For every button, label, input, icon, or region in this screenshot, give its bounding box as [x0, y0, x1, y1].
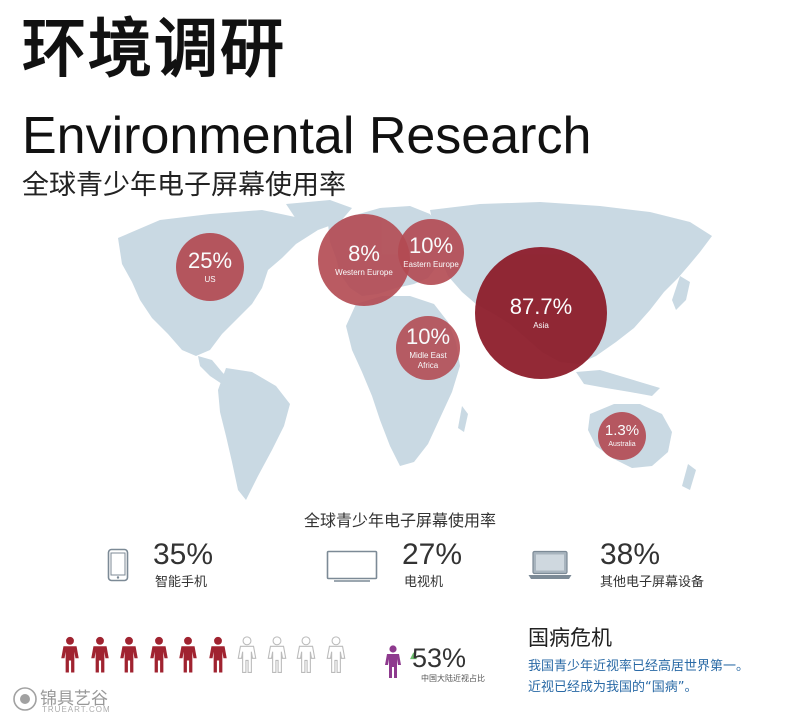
watermark-text: 锦具艺谷	[40, 689, 108, 709]
crisis-line-2: 近视已经成为我国的“国病”。	[528, 680, 698, 695]
myopia-pct: 53%	[412, 643, 467, 673]
bubble-mea-pct: 10%	[405, 324, 451, 350]
bubble-western-europe-label: Western Europe	[335, 267, 393, 277]
crisis-title: 国病危机	[528, 626, 612, 650]
purple-person-icon	[382, 645, 404, 683]
person-outline-icon	[294, 635, 318, 679]
bubble-asia-label: Asia	[533, 320, 549, 330]
person-outline-icon	[265, 635, 289, 679]
bubble-asia: 87.7% Asia	[475, 247, 607, 379]
tv-pct: 27%	[402, 538, 463, 571]
laptop-label: 其他电子屏幕设备	[600, 575, 705, 590]
page-title-en: Environmental Research	[22, 107, 592, 165]
bubble-western-europe-pct: 8%	[348, 240, 380, 266]
crisis-line-1: 我国青少年近视率已经高居世界第一。	[528, 659, 750, 674]
bubble-australia: 1.3% Australia	[598, 412, 646, 460]
bubble-us-pct: 25%	[187, 247, 233, 273]
stats-heading: 全球青少年电子屏幕使用率	[303, 511, 496, 530]
bubble-eastern-europe: 10% Eastern Europe	[398, 219, 464, 285]
person-filled-icon	[117, 635, 141, 679]
bubble-western-europe: 8% Western Europe	[318, 214, 410, 306]
stat-laptop: 38% 其他电子屏幕设备	[528, 538, 748, 590]
bubble-mea-label: Midle East Africa	[409, 351, 447, 370]
laptop-icon	[528, 550, 572, 584]
bubble-us-label: US	[204, 274, 216, 284]
watermark-logo-icon	[12, 686, 38, 716]
tv-label: 电视机	[404, 575, 444, 590]
person-filled-icon	[147, 635, 171, 679]
stat-tv: 27% 电视机	[326, 538, 506, 590]
watermark: 锦具艺谷 TRUEART.COM	[8, 680, 138, 720]
person-outline-icon	[324, 635, 348, 679]
page-title-cn: 环境调研	[22, 13, 286, 87]
bubble-us: 25% US	[176, 233, 244, 301]
bubble-australia-pct: 1.3%	[604, 421, 640, 439]
stat-smartphone: 35% 智能手机	[107, 538, 287, 590]
tv-icon	[326, 550, 378, 588]
smartphone-pct: 35%	[153, 538, 214, 571]
laptop-pct: 38%	[600, 538, 661, 571]
person-outline-icon	[235, 635, 259, 679]
increase-arrow-icon: ▲	[410, 651, 417, 661]
bubble-australia-label: Australia	[608, 440, 636, 448]
person-filled-icon	[58, 635, 82, 679]
bubble-asia-pct: 87.7%	[509, 293, 573, 319]
smartphone-label: 智能手机	[155, 575, 208, 590]
myopia-label: 中国大陆近视占比	[421, 674, 485, 683]
watermark-sub: TRUEART.COM	[42, 705, 111, 714]
page-subtitle: 全球青少年电子屏幕使用率	[22, 170, 346, 201]
person-filled-icon	[206, 635, 230, 679]
bubble-eastern-europe-pct: 10%	[408, 232, 454, 258]
person-filled-icon	[176, 635, 200, 679]
bubble-middle-east-africa: 10% Midle East Africa	[396, 316, 460, 380]
bubble-eastern-europe-label: Eastern Europe	[403, 259, 459, 269]
smartphone-icon	[107, 548, 129, 586]
person-filled-icon	[88, 635, 112, 679]
world-map: 25% US 8% Western Europe 10% Eastern Eur…	[0, 200, 800, 520]
